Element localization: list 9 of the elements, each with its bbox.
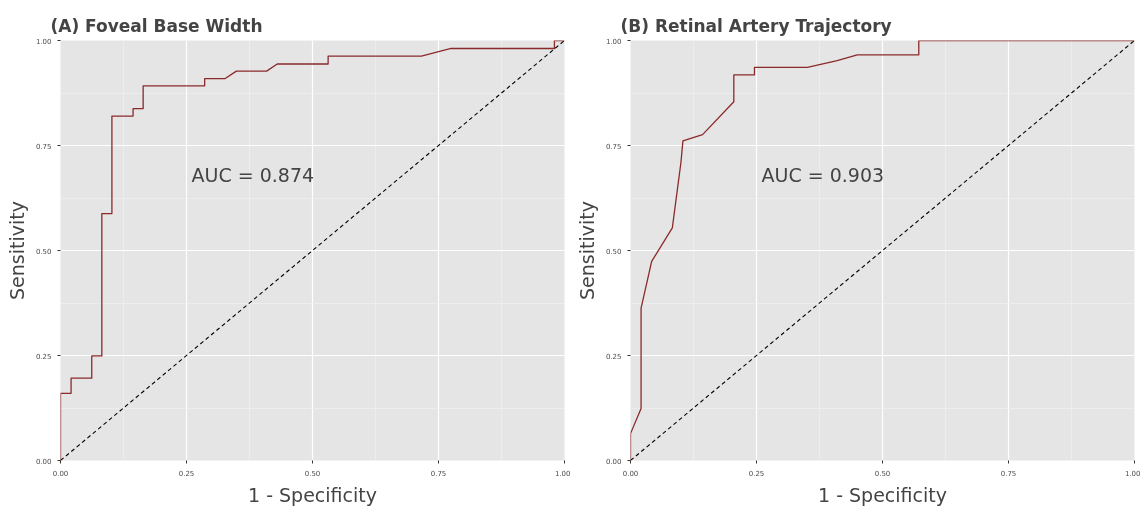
x-axis-title: 1 - Specificity	[818, 483, 947, 506]
line-series	[60, 40, 565, 461]
chart-title: (B) Retinal Artery Trajectory	[620, 15, 892, 36]
annotation: AUC = 0.903	[761, 163, 885, 186]
y-axis-title: Sensitivity	[575, 201, 598, 300]
x-axis-title: 1 - Specificity	[248, 483, 377, 506]
annotation: AUC = 0.874	[191, 163, 315, 186]
chart-title: (A) Foveal Base Width	[50, 15, 263, 36]
y-axis-title: Sensitivity	[5, 201, 28, 300]
